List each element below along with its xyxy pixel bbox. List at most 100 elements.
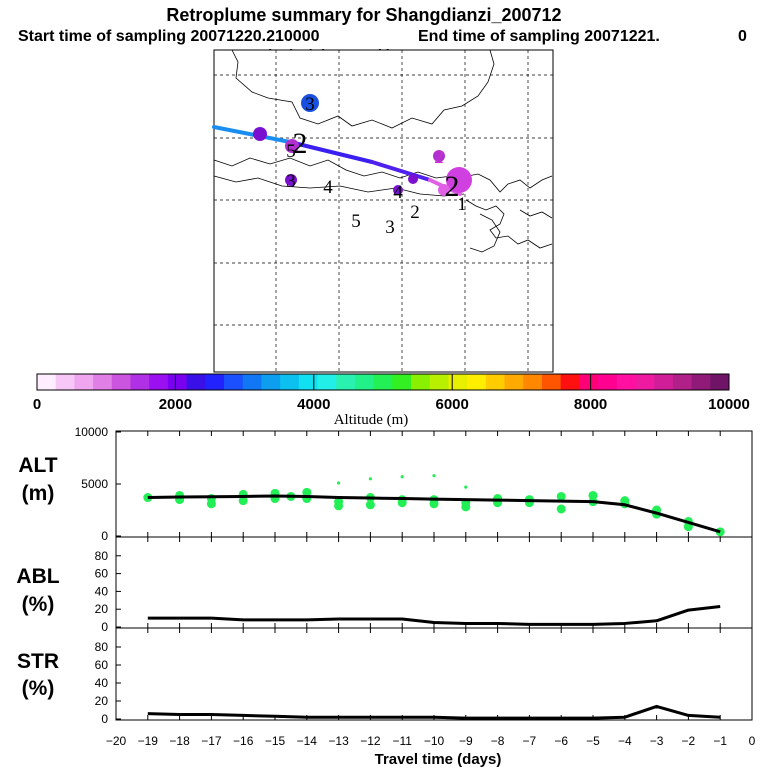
marker-small-purple-a: [433, 150, 445, 162]
colorbar-swatch: [598, 374, 618, 390]
trajectory-segment: [212, 125, 292, 144]
colorbar-swatch: [336, 374, 356, 390]
marker-small-purple-c: [408, 174, 418, 184]
colorbar-swatch: [93, 374, 113, 390]
day-label: 3: [385, 217, 395, 238]
colorbar-swatch: [710, 374, 730, 390]
x-tick-label: −20: [106, 734, 127, 748]
y-tick-label: 80: [95, 549, 109, 563]
colorbar-tick-label: 2000: [159, 396, 192, 413]
map-graticule: [214, 50, 553, 372]
time-series-panels: ALT (m) 0 5000 10000 ABL (%) 0 20 40 60 80 STR (%) 0 20…: [16, 425, 753, 726]
altitude-point: [556, 491, 566, 501]
colorbar-swatch: [261, 374, 281, 390]
y-tick-label: 20: [95, 602, 109, 616]
colorbar-swatch: [504, 374, 524, 390]
panel-label: (m): [22, 482, 55, 505]
day-label: 2: [434, 147, 444, 168]
colorbar-swatch: [130, 374, 150, 390]
day-label: 2: [293, 127, 308, 160]
y-tick-label: 0: [101, 620, 108, 634]
day-label: 2: [445, 170, 460, 203]
y-tick-label: 40: [95, 676, 109, 690]
colorbar-swatch: [55, 374, 75, 390]
y-tick-label: 80: [95, 640, 109, 654]
y-tick-label: 0: [101, 712, 108, 726]
y-tick-label: 20: [95, 694, 109, 708]
colorbar-swatch: [616, 374, 636, 390]
altitude-colorbar: 0 2000 4000 6000 8000 10000: [33, 373, 750, 413]
series-line: [147, 704, 721, 720]
colorbar-tick-label: 10000: [708, 396, 750, 413]
altitude-point: [588, 490, 598, 500]
sampling-end-time: End time of sampling 20071221.: [418, 28, 660, 45]
altitude-point: [397, 498, 407, 508]
y-tick-label: 40: [95, 584, 109, 598]
x-axis-label: Travel time (days): [375, 751, 502, 768]
colorbar-swatch: [205, 374, 225, 390]
series-line: [147, 494, 721, 534]
colorbar-tick-label: 4000: [297, 396, 330, 413]
x-tick-label: −18: [169, 734, 190, 748]
colorbar-swatch: [149, 374, 169, 390]
altitude-point: [337, 481, 341, 485]
altitude-point: [368, 477, 372, 481]
x-tick-label: −11: [392, 734, 412, 748]
colorbar-swatch: [429, 374, 449, 390]
colorbar-swatch: [635, 374, 655, 390]
colorbar-swatch: [411, 374, 431, 390]
figure-title: Retroplume summary for Shangdianzi_20071…: [166, 5, 561, 25]
panel-label: ALT: [18, 454, 57, 477]
altitude-point: [461, 502, 471, 512]
trajectory-segment: [370, 160, 432, 182]
colorbar-swatch: [298, 374, 319, 390]
x-tick-label: −4: [618, 734, 632, 748]
x-tick-label: −10: [424, 734, 445, 748]
x-tick-label: −9: [459, 734, 473, 748]
marker-end-magenta-large: [446, 167, 472, 193]
marker-blue-circle: [301, 94, 319, 112]
altitude-point: [206, 499, 216, 509]
colorbar-swatch: [111, 374, 132, 390]
x-tick-label: −3: [650, 734, 664, 748]
altitude-point: [464, 485, 468, 489]
panel-label: (%): [22, 677, 55, 700]
day-label: 2: [410, 202, 420, 223]
colorbar-swatch: [523, 374, 543, 390]
x-tick-label: −12: [360, 734, 381, 748]
altitude-point: [400, 475, 404, 479]
series-line: [147, 605, 721, 626]
x-tick-label: −14: [297, 734, 318, 748]
marker-small-purple-b: [393, 185, 403, 195]
x-tick-label: −15: [265, 734, 286, 748]
y-tick-label: 60: [95, 658, 109, 672]
x-tick-label: −1: [713, 734, 727, 748]
y-tick-label: 0: [101, 529, 108, 543]
day-label: 1: [457, 194, 467, 215]
y-tick-label: 60: [95, 567, 109, 581]
x-tick-label: −8: [491, 734, 505, 748]
colorbar-swatch: [37, 374, 57, 390]
x-tick-label: −16: [233, 734, 254, 748]
panel-abl: ABL (%) 0 20 40 60 80: [16, 536, 753, 634]
colorbar-swatch: [541, 374, 562, 390]
x-tick-label: −19: [138, 734, 159, 748]
colorbar-tick-label: 0: [33, 396, 41, 413]
colorbar-tick-label: 8000: [574, 396, 607, 413]
x-tick-label: 0: [749, 734, 756, 748]
colorbar-label: Altitude (m): [334, 412, 409, 428]
panel-label: STR: [17, 650, 59, 673]
altitude-point: [365, 500, 375, 510]
colorbar-swatch: [74, 374, 94, 390]
panel-frame: [115, 430, 753, 538]
colorbar-swatch: [392, 374, 412, 390]
colorbar-swatch: [560, 374, 580, 390]
colorbar-swatch: [354, 374, 375, 390]
colorbar-swatch: [373, 374, 393, 390]
x-tick-label: −5: [586, 734, 600, 748]
colorbar-swatch: [485, 374, 506, 390]
day-label: 4: [393, 182, 403, 203]
altitude-point: [429, 499, 439, 509]
altitude-point: [334, 501, 344, 511]
